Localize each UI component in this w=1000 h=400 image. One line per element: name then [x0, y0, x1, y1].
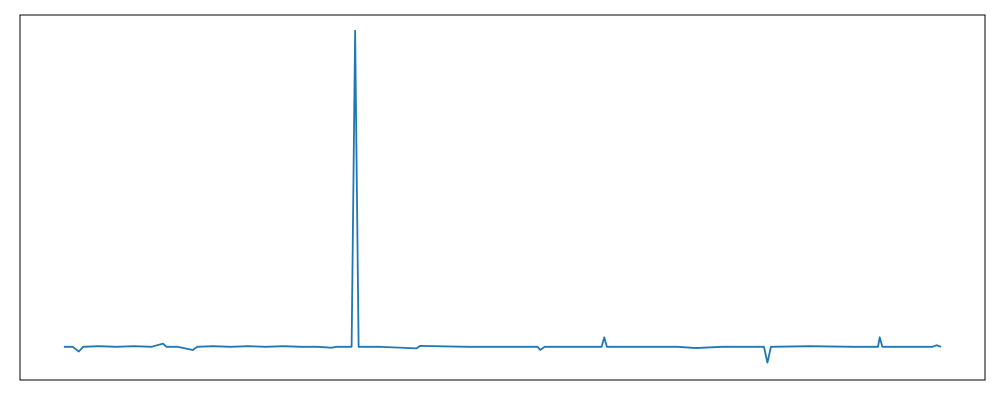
data-line [63, 29, 942, 364]
plot-frame [19, 14, 986, 381]
